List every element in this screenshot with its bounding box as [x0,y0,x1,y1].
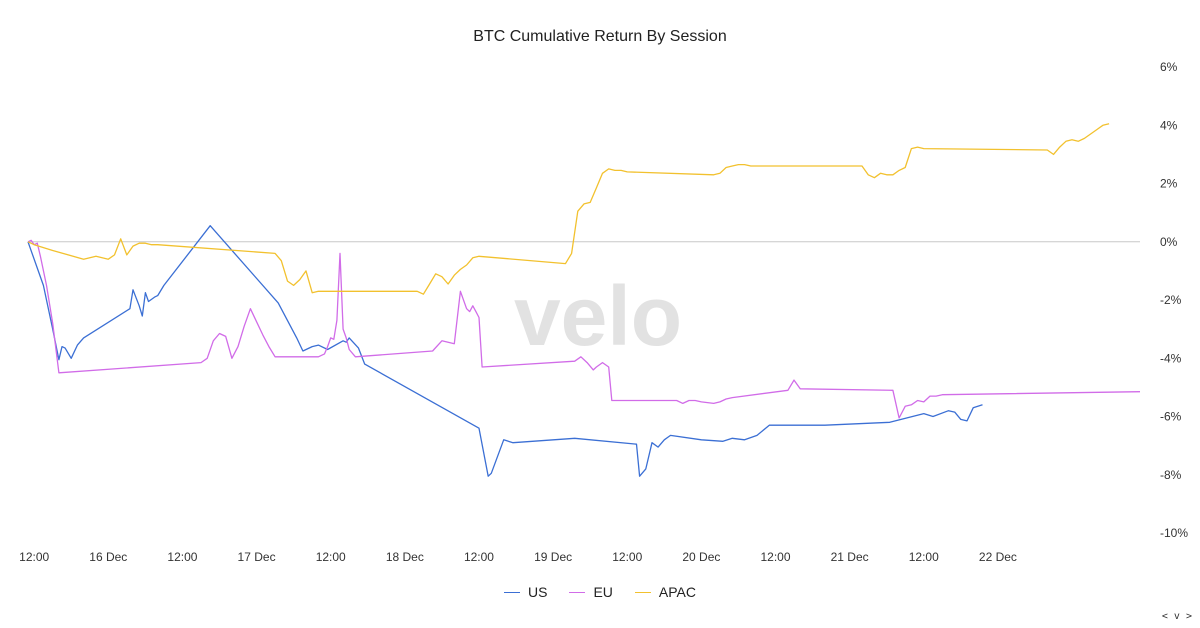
x-tick-label: 22 Dec [979,550,1017,564]
series-line-apac [27,123,1110,295]
x-tick-label: 17 Dec [238,550,276,564]
watermark-velo: velo [514,269,682,363]
series-line-us [27,225,983,477]
legend-swatch-us [504,591,520,593]
series-line-eu [27,239,1141,419]
x-tick-label: 18 Dec [386,550,424,564]
x-axis-ticks: 12:00 16 Dec 12:00 17 Dec 12:00 18 Dec 12:00 19… [19,550,1017,564]
x-tick-label: 20 Dec [682,550,720,564]
y-tick-label: -2% [1160,293,1182,307]
y-tick-label: 2% [1160,177,1178,191]
legend-item-eu[interactable]: EU [569,584,613,600]
legend-label-us: US [528,584,548,600]
x-tick-label: 16 Dec [89,550,127,564]
y-tick-label: 4% [1160,118,1178,132]
legend-swatch-eu [569,591,586,593]
x-tick-label: 19 Dec [534,550,572,564]
chart-title: BTC Cumulative Return By Session [473,28,727,45]
y-tick-label: -8% [1160,468,1182,482]
x-tick-label: 12:00 [760,550,790,564]
x-tick-label: 12:00 [316,550,346,564]
x-tick-label: 12:00 [464,550,494,564]
x-tick-label: 12:00 [612,550,642,564]
legend-label-apac: APAC [658,584,696,600]
legend-label-eu: EU [593,584,613,600]
series-lines [27,123,1141,477]
legend-item-apac[interactable]: APAC [634,584,696,600]
y-tick-label: 0% [1160,235,1178,249]
x-tick-label: 12:00 [909,550,939,564]
y-tick-label: -4% [1160,351,1182,365]
legend-swatch-apac [634,591,651,593]
x-tick-label: 21 Dec [831,550,869,564]
x-tick-label: 12:00 [19,550,49,564]
y-tick-label: 6% [1160,60,1178,74]
legend: US EU APAC [0,584,1200,600]
legend-item-us[interactable]: US [504,584,547,600]
corner-nav-controls[interactable]: < v > [1161,611,1192,622]
y-tick-label: -10% [1160,526,1188,540]
y-tick-label: -6% [1160,410,1182,424]
y-axis-ticks: 6% 4% 2% 0% -2% -4% -6% -8% -10% [1160,60,1188,540]
x-tick-label: 12:00 [167,550,197,564]
